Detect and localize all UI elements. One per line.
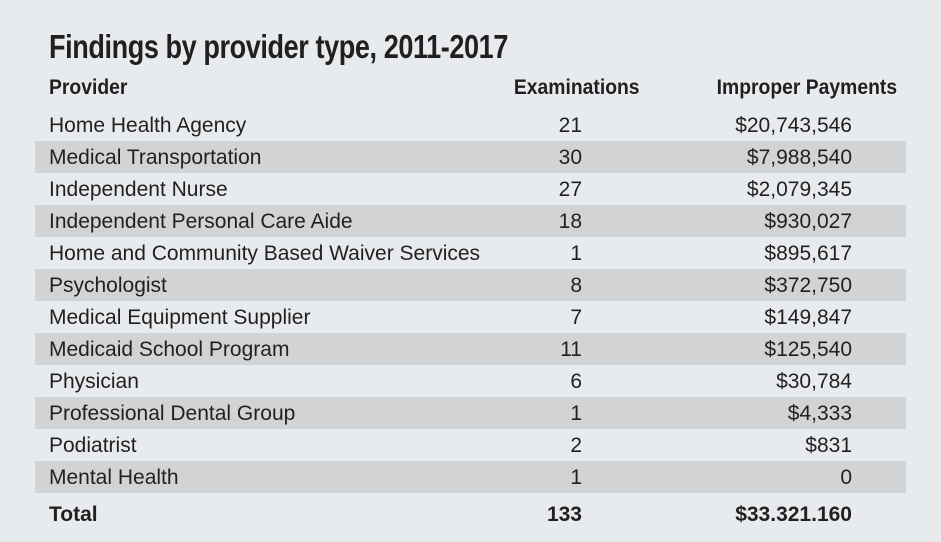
improper-payments-cell: $930,027 — [764, 210, 852, 233]
provider-cell: Mental Health — [49, 466, 179, 489]
examinations-cell: 30 — [558, 146, 582, 169]
provider-cell: Psychologist — [49, 274, 167, 297]
table-body: Home Health Agency 21 $20,743,546 Medical T… — [35, 109, 906, 531]
provider-cell: Professional Dental Group — [49, 402, 296, 425]
improper-payments-cell: $30,784 — [776, 370, 852, 393]
provider-cell: Medical Transportation — [49, 146, 262, 169]
table-row: Professional Dental Group 1 $4,333 — [35, 397, 906, 429]
table-row: Physician 6 $30,784 — [35, 365, 906, 397]
improper-payments-cell: $7,988,540 — [746, 146, 852, 169]
column-header-improper-payments: Improper Payments — [716, 76, 897, 99]
examinations-cell: 1 — [570, 466, 582, 489]
provider-cell: Medicaid School Program — [49, 338, 290, 361]
improper-payments-cell: $2,079,345 — [746, 178, 852, 201]
table-row: Home Health Agency 21 $20,743,546 — [35, 109, 906, 141]
table-row: Psychologist 8 $372,750 — [35, 269, 906, 301]
total-examinations-cell: 133 — [546, 503, 582, 526]
provider-cell: Physician — [49, 370, 139, 393]
examinations-cell: 21 — [558, 114, 582, 137]
table-row: Home and Community Based Waiver Services… — [35, 237, 906, 269]
provider-cell: Independent Nurse — [49, 178, 228, 201]
column-header-examinations: Examinations — [514, 76, 640, 99]
improper-payments-cell: $831 — [805, 434, 852, 457]
examinations-cell: 18 — [558, 210, 582, 233]
table-title: Findings by provider type, 2011-2017 — [49, 28, 508, 65]
column-header-provider: Provider — [49, 76, 128, 99]
table-row: Independent Personal Care Aide 18 $930,027 — [35, 205, 906, 237]
table-row: Podiatrist 2 $831 — [35, 429, 906, 461]
provider-cell: Medical Equipment Supplier — [49, 306, 311, 329]
table-row: Medical Equipment Supplier 7 $149,847 — [35, 301, 906, 333]
examinations-cell: 6 — [570, 370, 582, 393]
provider-cell: Home and Community Based Waiver Services — [49, 242, 481, 265]
table-row: Medicaid School Program 11 $125,540 — [35, 333, 906, 365]
improper-payments-cell: $20,743,546 — [735, 114, 852, 137]
table-row: Mental Health 1 0 — [35, 461, 906, 493]
total-improper-payments-cell: $33.321.160 — [735, 503, 852, 526]
improper-payments-cell: $149,847 — [764, 306, 852, 329]
total-provider-cell: Total — [49, 503, 98, 526]
provider-cell: Podiatrist — [49, 434, 137, 457]
improper-payments-cell: $372,750 — [764, 274, 852, 297]
improper-payments-cell: $895,617 — [764, 242, 852, 265]
examinations-cell: 2 — [570, 434, 582, 457]
provider-cell: Home Health Agency — [49, 114, 247, 137]
examinations-cell: 1 — [570, 242, 582, 265]
table-row: Medical Transportation 30 $7,988,540 — [35, 141, 906, 173]
table-row: Independent Nurse 27 $2,079,345 — [35, 173, 906, 205]
improper-payments-cell: $4,333 — [787, 402, 852, 425]
examinations-cell: 7 — [570, 306, 582, 329]
provider-cell: Independent Personal Care Aide — [49, 210, 353, 233]
examinations-cell: 1 — [570, 402, 582, 425]
improper-payments-cell: 0 — [840, 466, 852, 489]
examinations-cell: 8 — [570, 274, 582, 297]
examinations-cell: 27 — [558, 178, 582, 201]
total-row: Total 133 $33.321.160 — [35, 493, 906, 531]
examinations-cell: 11 — [560, 338, 582, 361]
improper-payments-cell: $125,540 — [764, 338, 852, 361]
